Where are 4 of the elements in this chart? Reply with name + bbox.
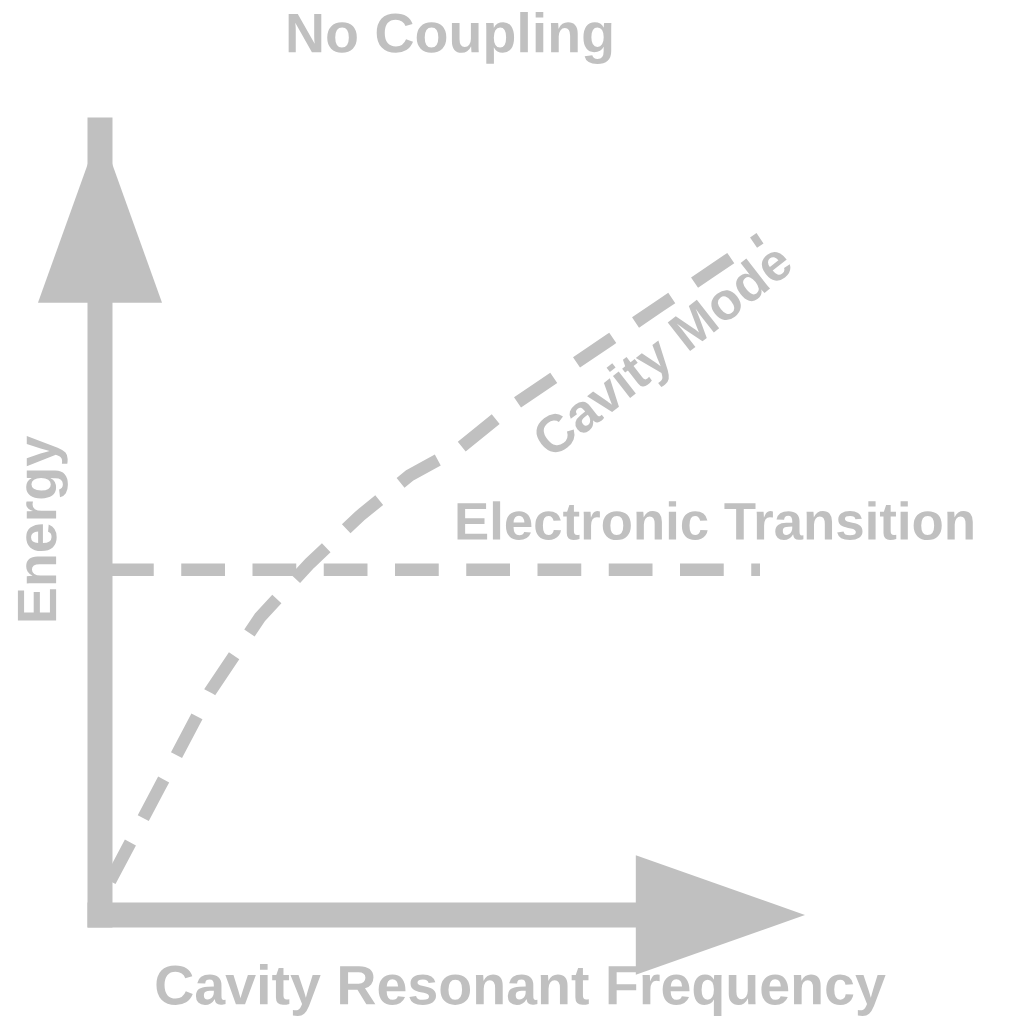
x-axis-title: Cavity Resonant Frequency [156,964,886,1016]
y-axis-title: Energy [17,436,68,621]
chart-title: No Coupling [288,11,612,65]
series-label: Electronic Transition [457,501,973,541]
